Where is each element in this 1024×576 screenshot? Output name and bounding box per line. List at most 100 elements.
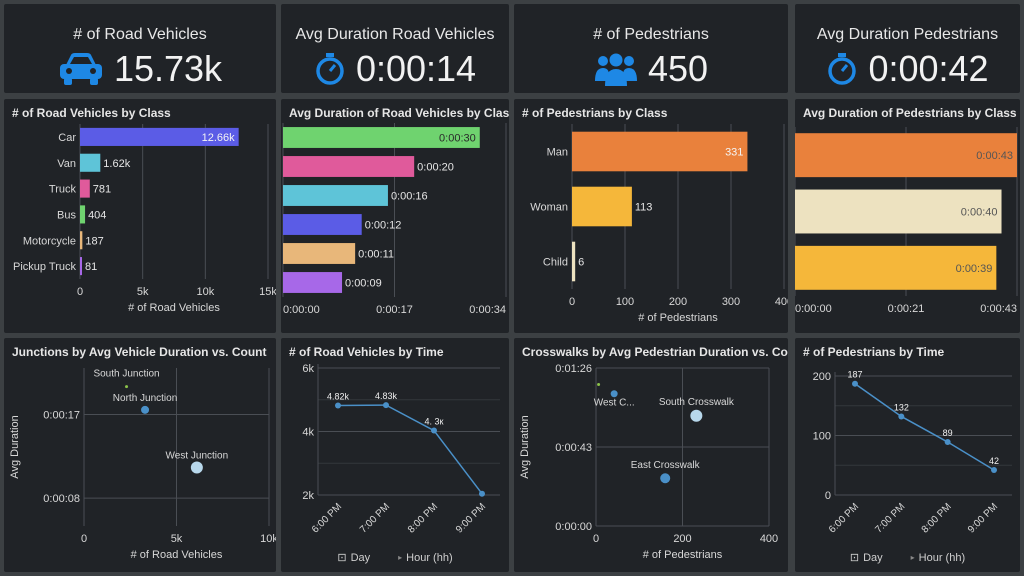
y-tick-label: 100 (813, 431, 831, 443)
time-drill-footer: ⊡ Day ▸ Hour (hh) (281, 551, 509, 565)
series-line (854, 383, 995, 471)
data-label: 4.82k (327, 391, 350, 401)
kpi-value: 0:00:42 (868, 48, 989, 89)
panel-pedestrians-by-time: # of Pedestrians by Time 0 100 200 187 6:00 … (795, 338, 1020, 572)
category-label: Pickup Truck (13, 261, 76, 273)
y-axis-title: Avg Duration (519, 415, 531, 478)
point-label: South Junction (93, 369, 159, 380)
data-label: 0:00:11 (358, 249, 394, 261)
scatter-point (660, 473, 671, 484)
junctions-scatter-chart: 0 5k 10k 0:00:08 0:00:17 South Junction North … (9, 368, 276, 561)
line-point (944, 439, 951, 446)
x-tick-label: 0 (81, 533, 87, 545)
bar (80, 153, 101, 172)
y-tick-label: 0:00:17 (43, 409, 80, 421)
point-label: South Crosswalk (659, 397, 735, 408)
bar (283, 272, 343, 293)
data-label: 4.83k (375, 391, 398, 401)
y-tick-label: 200 (813, 371, 831, 383)
line-point (991, 467, 997, 474)
kpi-title: # of Road Vehicles (73, 26, 207, 43)
x-tick-label: 5k (171, 533, 183, 545)
hour-drill-button[interactable]: ▸ Hour (hh) (911, 551, 965, 564)
kpi-title: # of Pedestrians (593, 26, 709, 43)
x-tick-label: 0:00:21 (888, 303, 925, 315)
stopwatch-icon (828, 53, 857, 85)
bar (80, 179, 90, 198)
kpi-value: 450 (647, 48, 709, 89)
data-label: 781 (93, 184, 111, 196)
data-label: 0:00:09 (345, 278, 382, 290)
data-label: 4. 3к (425, 417, 444, 427)
data-label: 0:00:39 (956, 263, 993, 275)
bar (795, 133, 1017, 178)
data-label: 187 (847, 370, 862, 380)
day-drill-button[interactable]: ⊡ Day (850, 551, 883, 565)
category-label: Woman (530, 202, 568, 214)
category-label: Motorcycle (23, 235, 76, 247)
x-tick-label: 0:00:00 (795, 303, 832, 315)
bar (572, 186, 632, 227)
line-point (479, 490, 485, 497)
data-label: 0:00:30 (439, 133, 476, 145)
x-axis-title: # of Road Vehicles (131, 549, 223, 561)
vehicles-by-time-chart: 2k 4k 6k 4.82k 6:00 PM 4.83k 7:00 PM 4. 3к 8:00 … (302, 363, 500, 535)
scatter-point (141, 405, 150, 414)
bar (283, 185, 388, 206)
category-label: Van (57, 158, 76, 170)
bar (283, 127, 480, 148)
category-label: Truck (49, 184, 77, 196)
line-point (383, 402, 389, 409)
x-tick-label: 6:00 PM (310, 501, 344, 535)
scatter-point (690, 409, 703, 422)
chevron-right-icon: ▸ (398, 553, 403, 562)
x-tick-label: 200 (669, 296, 687, 308)
x-axis-title: # of Pedestrians (643, 549, 723, 561)
x-tick-label: 8:00 PM (920, 501, 954, 535)
day-drill-button[interactable]: ⊡ Day (337, 551, 370, 565)
avg-duration-pedestrians-chart: 0:00:00 0:00:21 0:00:43 0:00:43 0:00:40 0:00:… (795, 127, 1018, 315)
data-label: 331 (725, 147, 743, 159)
x-tick-label: 0 (569, 296, 575, 308)
y-axis-title: Avg Duration (9, 415, 21, 478)
stopwatch-icon (316, 53, 344, 85)
line-point (852, 380, 858, 387)
vehicles-by-class-chart: 0 5k 10k 15k Car 12.66k Van 1.62k Truck 781 Bus 404… (13, 124, 276, 314)
hour-label: Hour (hh) (918, 551, 966, 564)
hour-label: Hour (hh) (406, 551, 453, 564)
y-tick-label: 6k (302, 363, 314, 375)
point-label: East Crosswalk (631, 460, 701, 471)
bar (795, 245, 997, 290)
bar (283, 243, 356, 264)
data-label: 0:00:20 (417, 162, 454, 174)
x-tick-label: 300 (722, 296, 740, 308)
category-label: Child (543, 257, 568, 269)
kpi-card-avg-duration-vehicles: Avg Duration Road Vehicles 0:00:14 (281, 4, 509, 93)
panel-title: # of Pedestrians by Class (522, 106, 668, 120)
series-line (337, 404, 483, 495)
data-label: 0:00:16 (391, 191, 428, 203)
data-label: 187 (85, 235, 103, 247)
data-label: 12.66k (202, 132, 236, 144)
line-point (898, 413, 905, 420)
panel-title: # of Road Vehicles by Time (289, 345, 444, 359)
bar (80, 127, 239, 146)
category-label: Car (58, 132, 76, 144)
x-tick-label: 0:00:43 (980, 303, 1017, 315)
data-label: 89 (943, 428, 953, 438)
hour-drill-button[interactable]: ▸ Hour (hh) (398, 551, 452, 564)
panel-junctions-scatter: Junctions by Avg Vehicle Duration vs. Co… (4, 338, 276, 572)
y-tick-label: 0:00:08 (43, 493, 80, 505)
x-tick-label: 10k (196, 286, 214, 298)
bar (283, 156, 415, 177)
x-tick-label: 7:00 PM (873, 501, 907, 535)
bar (572, 131, 748, 172)
x-tick-label: 6:00 PM (827, 501, 861, 535)
kpi-title: Avg Duration Road Vehicles (295, 26, 495, 43)
x-tick-label: 0:00:34 (469, 304, 506, 316)
panel-title: Junctions by Avg Vehicle Duration vs. Co… (12, 345, 267, 359)
scatter-point (190, 461, 203, 474)
data-label: 132 (894, 402, 909, 412)
point-label: West Junction (166, 450, 229, 461)
panel-title: Avg Duration of Pedestrians by Class (803, 106, 1017, 120)
